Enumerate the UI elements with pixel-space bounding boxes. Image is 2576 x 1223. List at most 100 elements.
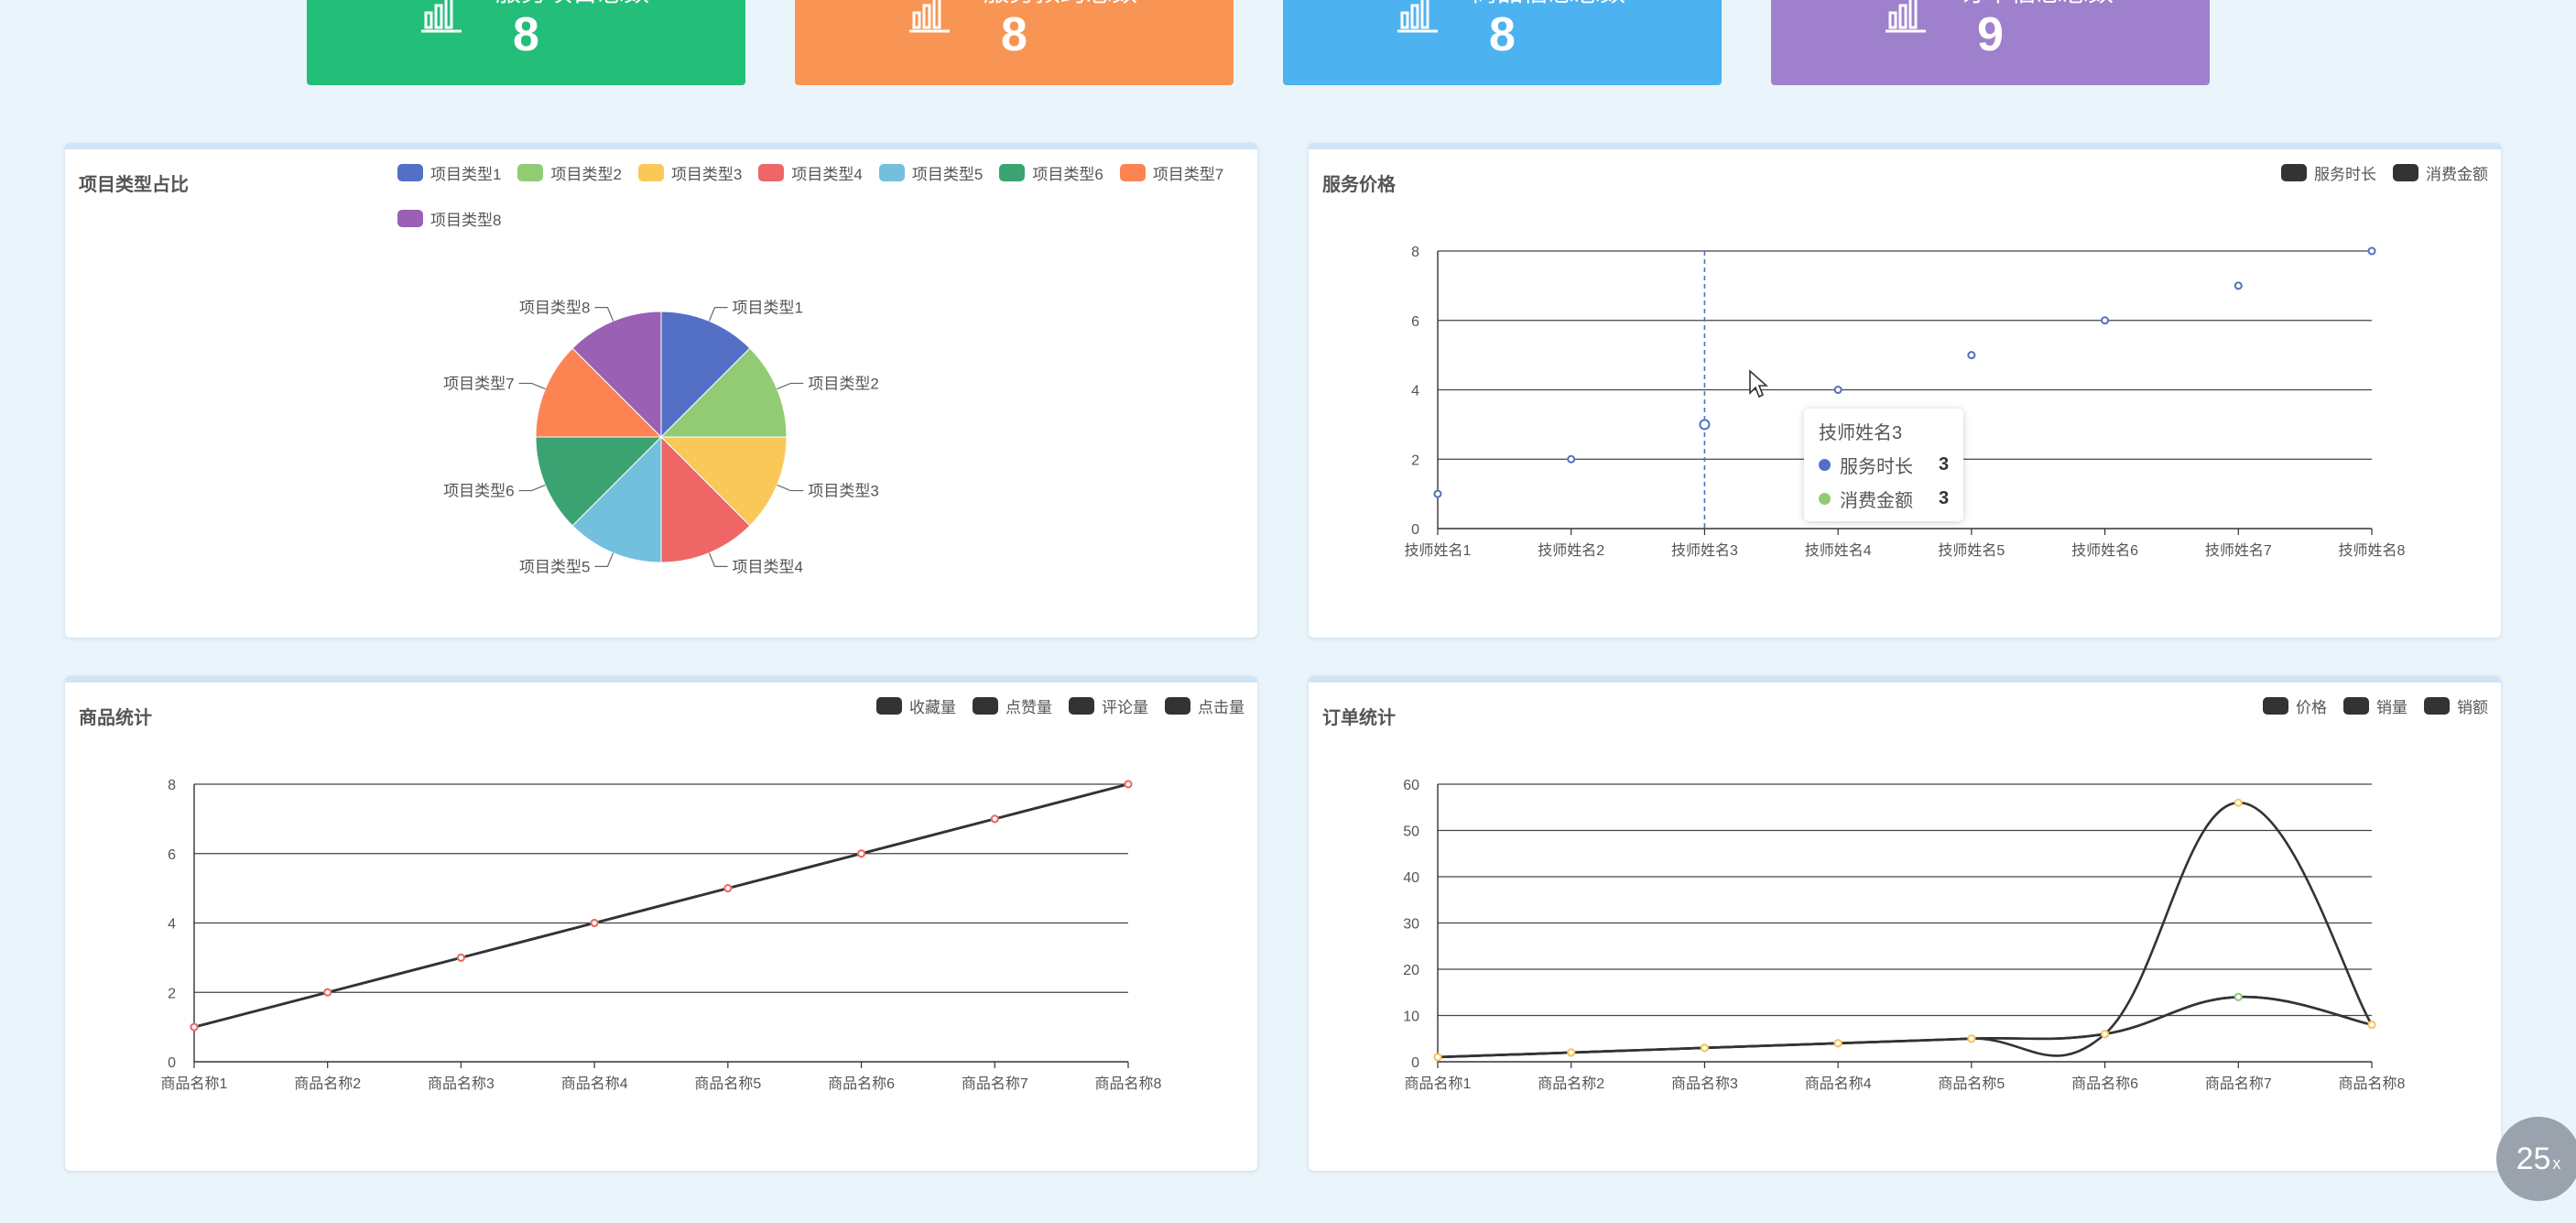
mouse-cursor-icon <box>1749 369 1768 399</box>
legend-item[interactable]: 销额 <box>2424 682 2488 728</box>
stat-title: 服务预约总数 <box>984 0 1137 9</box>
y-tick-label: 0 <box>1411 522 1419 538</box>
x-tick-label: 商品名称2 <box>294 1076 361 1092</box>
legend-swatch <box>397 163 423 181</box>
legend-label: 项目类型8 <box>430 211 502 229</box>
series-point <box>2101 1030 2110 1039</box>
pie-label-line <box>708 307 728 322</box>
series-point <box>1833 1039 1842 1048</box>
legend-item[interactable]: 项目类型2 <box>517 149 622 195</box>
series-point <box>2234 992 2243 1001</box>
pie-slice-label: 项目类型4 <box>733 558 803 575</box>
legend-item[interactable]: 价格 <box>2263 682 2327 728</box>
tooltip-title: 技师姓名3 <box>1819 423 1903 443</box>
series-line <box>1437 801 2374 1059</box>
zoom-level-suffix: x <box>2552 1153 2561 1173</box>
legend-swatch <box>878 163 905 181</box>
panel-title: 商品统计 <box>79 708 152 728</box>
pie-chart[interactable]: 项目类型1 项目类型2 项目类型3 项目类型4 项目类型5 项目类型6 项目类型7 项目类型8 <box>65 149 1257 638</box>
stat-card-service-items[interactable]: 服务项目总数 8 <box>307 0 745 85</box>
goods-stats-panel: 商品统计 收藏量 点赞量 评论量 点击量 0 2 4 6 8 商品名称1 商品名称2 商品名称3 商品… <box>65 676 1257 1171</box>
y-tick-label: 60 <box>1403 778 1419 793</box>
series-point <box>590 919 599 927</box>
stat-value: 9 <box>1977 8 2004 61</box>
series-line <box>1437 995 2373 1059</box>
pie-slice-label: 项目类型1 <box>733 300 803 317</box>
legend-label: 项目类型2 <box>550 165 622 183</box>
scatter-point <box>2101 316 2110 325</box>
scatter-point <box>2234 281 2243 290</box>
legend-label: 项目类型7 <box>1152 165 1224 183</box>
scatter-point <box>1833 386 1842 394</box>
legend-item[interactable]: 项目类型8 <box>397 195 501 241</box>
legend-item[interactable]: 收藏量 <box>876 682 956 728</box>
tooltip-row-value: 3 <box>1939 454 1950 475</box>
legend-item[interactable]: 点赞量 <box>973 682 1052 728</box>
x-tick-label: 商品名称6 <box>2071 1076 2138 1092</box>
legend-label: 评论量 <box>1102 698 1148 716</box>
series-point <box>456 953 465 962</box>
x-tick-label: 商品名称7 <box>2205 1076 2272 1092</box>
legend-item[interactable]: 项目类型3 <box>637 149 742 195</box>
legend-item[interactable]: 服务时长 <box>2281 149 2376 195</box>
legend-item[interactable]: 项目类型4 <box>758 149 863 195</box>
legend-item[interactable]: 项目类型1 <box>397 149 501 195</box>
stat-value: 8 <box>1001 8 1027 61</box>
stat-value: 8 <box>513 8 539 61</box>
pie-slice-label: 项目类型7 <box>443 375 514 392</box>
stat-card-goods[interactable]: 商品信息总数 8 <box>1283 0 1722 85</box>
stat-card-service-bookings[interactable]: 服务预约总数 8 <box>795 0 1234 85</box>
legend-label: 收藏量 <box>909 698 956 716</box>
chart-legend: 服务时长 消费金额 <box>2265 149 2488 195</box>
x-tick-label: 商品名称8 <box>2339 1076 2406 1092</box>
legend-item[interactable]: 项目类型7 <box>1119 149 1224 195</box>
x-tick-label: 技师姓名6 <box>2071 542 2138 559</box>
order-stats-chart[interactable]: 0 10 20 30 40 50 60 商品名称1 商品名称2 商品名称3 商品名称4 商品名称5 商品… <box>1309 682 2501 1171</box>
chart-tooltip: 技师姓名3 服务时长 3 消费金额 3 <box>1804 409 1964 521</box>
pie-label-line <box>777 382 804 390</box>
series-point <box>857 849 866 858</box>
scatter-point <box>1699 419 1711 431</box>
legend-item[interactable]: 项目类型6 <box>999 149 1103 195</box>
legend-swatch <box>1165 696 1190 715</box>
x-tick-label: 商品名称3 <box>1671 1076 1738 1092</box>
legend-item[interactable]: 点击量 <box>1165 682 1245 728</box>
series-point <box>1124 780 1133 789</box>
legend-label: 销额 <box>2457 698 2488 716</box>
legend-swatch <box>2424 696 2450 715</box>
pie-slice-label: 项目类型3 <box>808 483 878 500</box>
stat-title: 订单信息总数 <box>1960 0 2114 9</box>
x-tick-label: 技师姓名5 <box>1938 542 2005 559</box>
series-point <box>1567 1048 1576 1057</box>
x-tick-label: 技师姓名8 <box>2339 542 2406 559</box>
x-tick-label: 商品名称7 <box>962 1076 1028 1092</box>
legend-item[interactable]: 销量 <box>2343 682 2408 728</box>
y-tick-label: 20 <box>1403 963 1419 978</box>
legend-item[interactable]: 消费金额 <box>2393 149 2488 195</box>
pie-label-line <box>777 484 804 492</box>
y-tick-label: 0 <box>168 1055 176 1071</box>
order-stats-panel: 订单统计 价格 销量 销额 0 10 20 30 40 50 60 商品名称1 商品名称2 商品名称3… <box>1309 676 2501 1171</box>
series-point <box>1967 1034 1976 1043</box>
bar-chart-icon <box>1397 0 1438 33</box>
legend-label: 项目类型1 <box>430 165 502 183</box>
stat-card-orders[interactable]: 订单信息总数 9 <box>1771 0 2210 85</box>
y-tick-label: 4 <box>168 917 176 933</box>
x-tick-label: 技师姓名3 <box>1671 542 1738 559</box>
pie-slice-label: 项目类型8 <box>519 300 590 317</box>
goods-stats-chart[interactable]: 0 2 4 6 8 商品名称1 商品名称2 商品名称3 商品名称4 商品名称5 商品名称6 商品名称7… <box>65 682 1257 1171</box>
y-tick-label: 4 <box>1411 384 1419 399</box>
service-price-chart[interactable]: 0 2 4 6 8 技师姓名1 技师姓名2 技师姓名3 技师姓名4 技师姓名5 技师姓名6 技师姓名7… <box>1309 149 2501 638</box>
legend-item[interactable]: 评论量 <box>1069 682 1148 728</box>
x-tick-label: 商品名称1 <box>161 1076 228 1092</box>
legend-label: 点击量 <box>1198 698 1245 716</box>
legend-item[interactable]: 项目类型5 <box>878 149 983 195</box>
legend-label: 消费金额 <box>2426 165 2488 183</box>
zoom-level-button[interactable]: 25 x <box>2496 1117 2576 1201</box>
chart-legend: 收藏量 点赞量 评论量 点击量 <box>860 682 1245 728</box>
legend-label: 销量 <box>2376 698 2408 716</box>
x-tick-label: 技师姓名2 <box>1538 542 1604 559</box>
pie-label-line <box>518 484 546 492</box>
pie-label-line <box>708 552 728 567</box>
legend-swatch <box>397 209 423 227</box>
